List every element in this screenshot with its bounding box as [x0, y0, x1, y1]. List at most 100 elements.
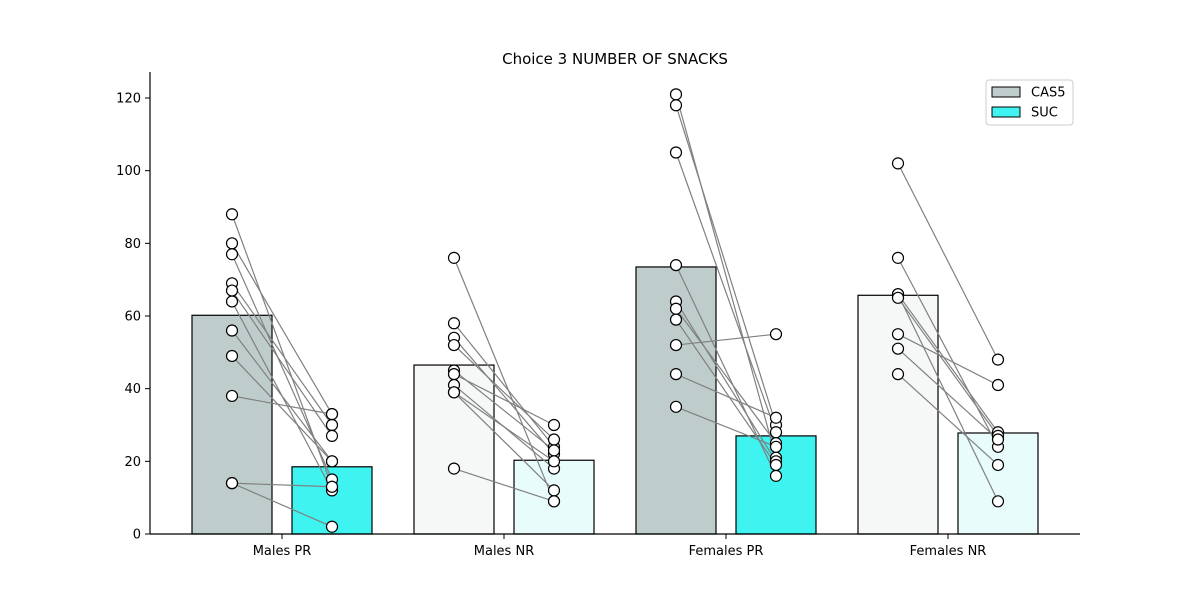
data-point-suc: [325, 480, 339, 493]
data-point-suc: [547, 455, 561, 468]
paired-line: [675, 105, 777, 426]
bars-layer: [191, 266, 1039, 535]
data-point-cas5: [669, 99, 683, 112]
chart-title: Choice 3 NUMBER OF SNACKS: [502, 50, 728, 68]
data-point-cas5: [669, 400, 683, 413]
paired-line: [675, 333, 777, 346]
legend-label-cas5: CAS5: [1031, 86, 1066, 101]
paired-line: [675, 94, 777, 458]
data-point-suc: [769, 469, 783, 482]
data-point-suc: [991, 495, 1005, 508]
data-point-cas5: [225, 324, 239, 337]
data-point-cas5: [891, 368, 905, 381]
data-point-cas5: [669, 88, 683, 101]
paired-line: [897, 348, 999, 440]
data-point-cas5: [669, 146, 683, 159]
legend-label-suc: SUC: [1031, 106, 1058, 121]
data-point-suc: [991, 433, 1005, 446]
data-point-suc: [991, 458, 1005, 472]
paired-line: [897, 297, 999, 437]
data-point-cas5: [669, 302, 683, 315]
bar-cas5-males-pr: [191, 314, 273, 535]
data-point-cas5: [891, 157, 905, 170]
paired-line: [675, 406, 777, 448]
paired-line: [897, 163, 999, 360]
paired-line: [453, 468, 555, 502]
data-point-suc: [547, 433, 561, 446]
paired-line: [675, 373, 777, 419]
paired-lines-layer: [231, 94, 999, 528]
data-point-cas5: [891, 251, 905, 264]
data-point-cas5: [447, 317, 461, 330]
paired-line: [675, 152, 777, 433]
data-point-suc: [325, 408, 339, 421]
legend-swatch-suc: [991, 106, 1021, 118]
data-point-cas5: [447, 462, 461, 475]
y-tick-label: 100: [116, 164, 141, 179]
data-point-suc: [325, 520, 339, 533]
y-tick-label: 120: [116, 92, 141, 107]
data-point-cas5: [891, 291, 905, 304]
data-point-suc: [547, 484, 561, 497]
y-tick-label: 60: [124, 310, 141, 325]
data-point-cas5: [225, 284, 239, 297]
y-tick-label: 40: [124, 382, 141, 397]
paired-line: [231, 282, 333, 426]
data-point-suc: [547, 444, 561, 457]
paired-line: [897, 293, 999, 433]
paired-line: [231, 395, 333, 415]
data-point-suc: [991, 353, 1005, 366]
paired-line: [231, 355, 333, 462]
data-point-suc: [769, 426, 783, 439]
paired-line: [453, 337, 555, 455]
data-point-cas5: [669, 313, 683, 326]
paired-line: [231, 482, 333, 488]
paired-line: [675, 301, 777, 462]
data-point-cas5: [225, 237, 239, 250]
y-tick-label: 0: [133, 528, 141, 543]
data-point-suc: [769, 440, 783, 453]
axes-layer: 0 20 40 60 80 100 120 Males PR Males NR Females P…: [116, 72, 1080, 559]
y-tick-label: 20: [124, 455, 141, 470]
paired-line: [897, 293, 999, 502]
data-point-suc: [769, 328, 783, 341]
data-point-cas5: [669, 368, 683, 381]
paired-line: [453, 257, 555, 502]
y-tick-label: 80: [124, 237, 141, 252]
x-tick-label: Females NR: [910, 544, 987, 559]
data-point-cas5: [891, 328, 905, 341]
paired-line: [453, 322, 555, 448]
paired-line: [231, 482, 333, 528]
data-point-cas5: [447, 338, 461, 352]
data-point-cas5: [225, 295, 239, 308]
paired-line: [231, 243, 333, 415]
paired-line: [453, 370, 555, 451]
data-point-cas5: [225, 477, 239, 490]
data-point-suc: [769, 411, 783, 424]
data-point-cas5: [447, 386, 461, 399]
data-point-cas5: [447, 251, 461, 264]
paired-line: [675, 308, 777, 444]
data-point-suc: [325, 418, 339, 432]
data-point-cas5: [225, 248, 239, 261]
data-point-suc: [769, 458, 783, 472]
data-point-suc: [325, 429, 339, 442]
data-point-cas5: [669, 259, 683, 272]
paired-line: [897, 257, 999, 448]
data-point-suc: [991, 378, 1005, 392]
data-point-cas5: [225, 208, 239, 221]
paired-line: [231, 253, 333, 480]
paired-line: [453, 391, 555, 491]
paired-line: [897, 373, 999, 466]
paired-line: [897, 333, 999, 386]
legend: CAS5 SUC: [985, 79, 1074, 126]
legend-swatch-cas5: [991, 86, 1021, 98]
paired-line: [453, 391, 555, 462]
data-point-suc: [547, 418, 561, 432]
data-point-suc: [547, 495, 561, 508]
paired-line: [453, 373, 555, 426]
data-point-cas5: [447, 368, 461, 381]
data-point-cas5: [225, 389, 239, 403]
